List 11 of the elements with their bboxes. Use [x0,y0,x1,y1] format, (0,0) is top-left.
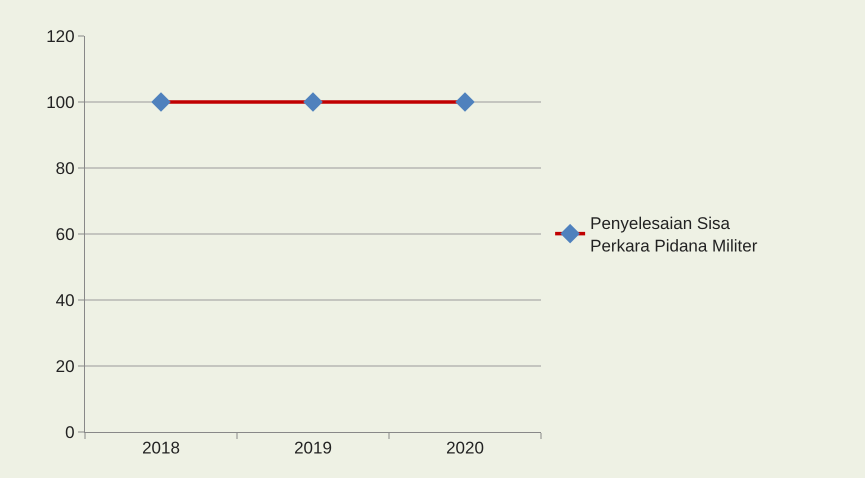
legend-label: Penyelesaian Sisa Perkara Pidana Militer [590,214,758,256]
y-tick-label: 60 [56,224,75,244]
x-tick-label: 2018 [142,438,180,458]
x-tick-label: 2019 [294,438,332,458]
x-tick-label: 2020 [446,438,484,458]
y-tick-label: 80 [56,158,75,178]
y-tick-label: 20 [56,356,75,376]
y-tick-label: 0 [65,422,75,442]
y-tick-label: 100 [46,92,75,112]
y-tick-label: 40 [56,290,75,310]
y-tick-label: 120 [46,26,75,46]
